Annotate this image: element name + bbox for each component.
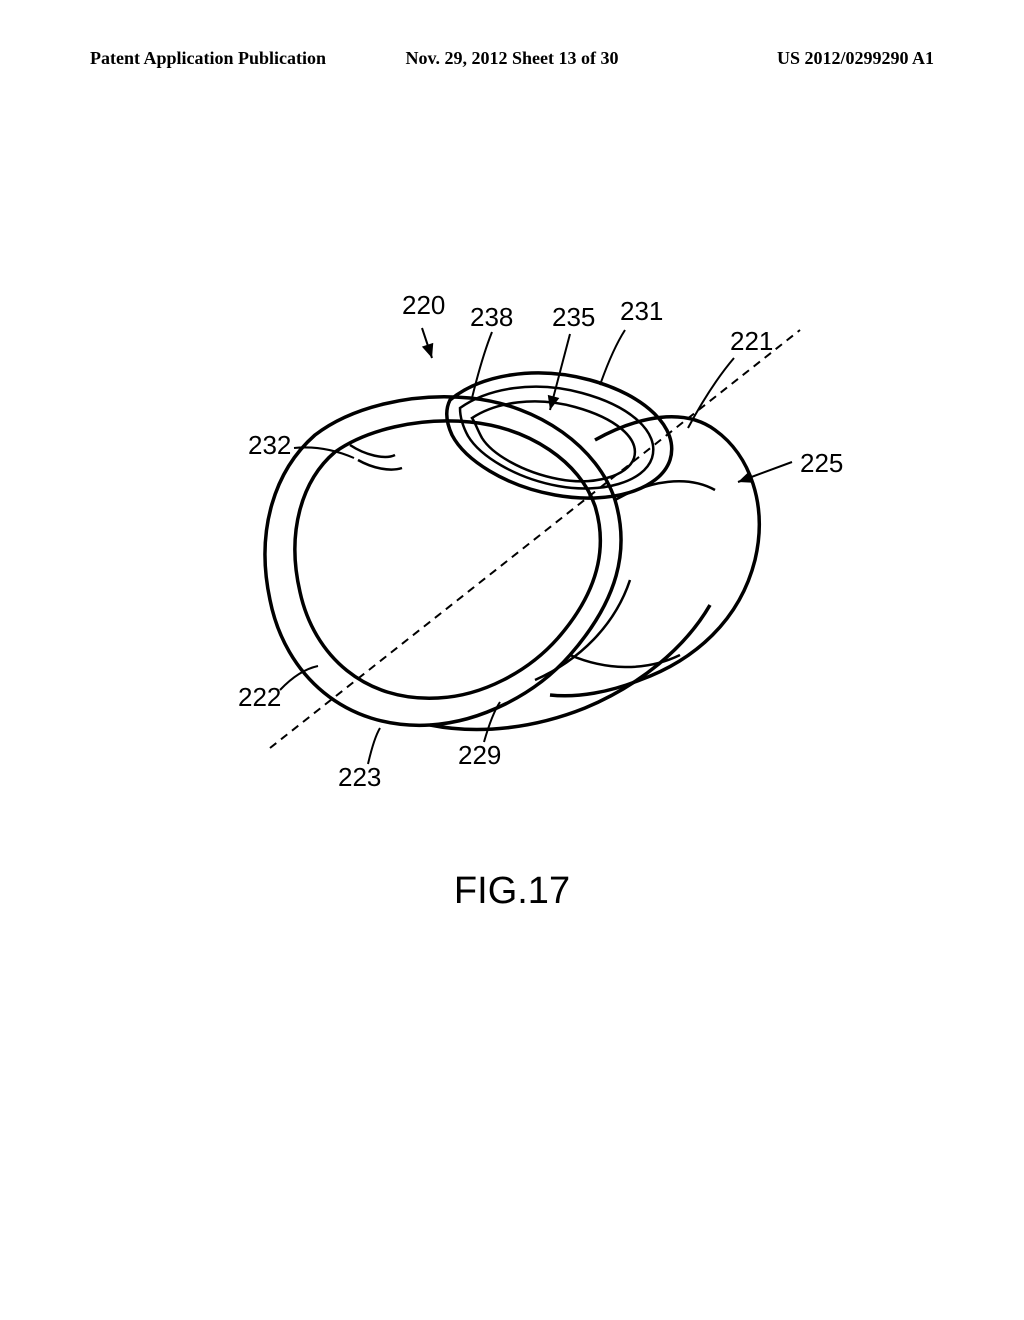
reference-numeral-225: 225 bbox=[800, 448, 843, 479]
header-date-sheet: Nov. 29, 2012 Sheet 13 of 30 bbox=[371, 48, 652, 69]
reference-numeral-220: 220 bbox=[402, 290, 445, 321]
reference-numeral-222: 222 bbox=[238, 682, 281, 713]
reference-numeral-231: 231 bbox=[620, 296, 663, 327]
header-patent-number: US 2012/0299290 A1 bbox=[653, 48, 934, 69]
figure-17: 220 238 235 231 221 225 232 222 229 223 bbox=[140, 280, 860, 840]
reference-numeral-223: 223 bbox=[338, 762, 381, 793]
reference-numeral-238: 238 bbox=[470, 302, 513, 333]
header-publication: Patent Application Publication bbox=[90, 48, 371, 69]
figure-caption: FIG.17 bbox=[0, 870, 1024, 913]
reference-numeral-232: 232 bbox=[248, 430, 291, 461]
patent-header: Patent Application Publication Nov. 29, … bbox=[0, 48, 1024, 69]
reference-numeral-221: 221 bbox=[730, 326, 773, 357]
reference-numeral-235: 235 bbox=[552, 302, 595, 333]
reference-numeral-229: 229 bbox=[458, 740, 501, 771]
